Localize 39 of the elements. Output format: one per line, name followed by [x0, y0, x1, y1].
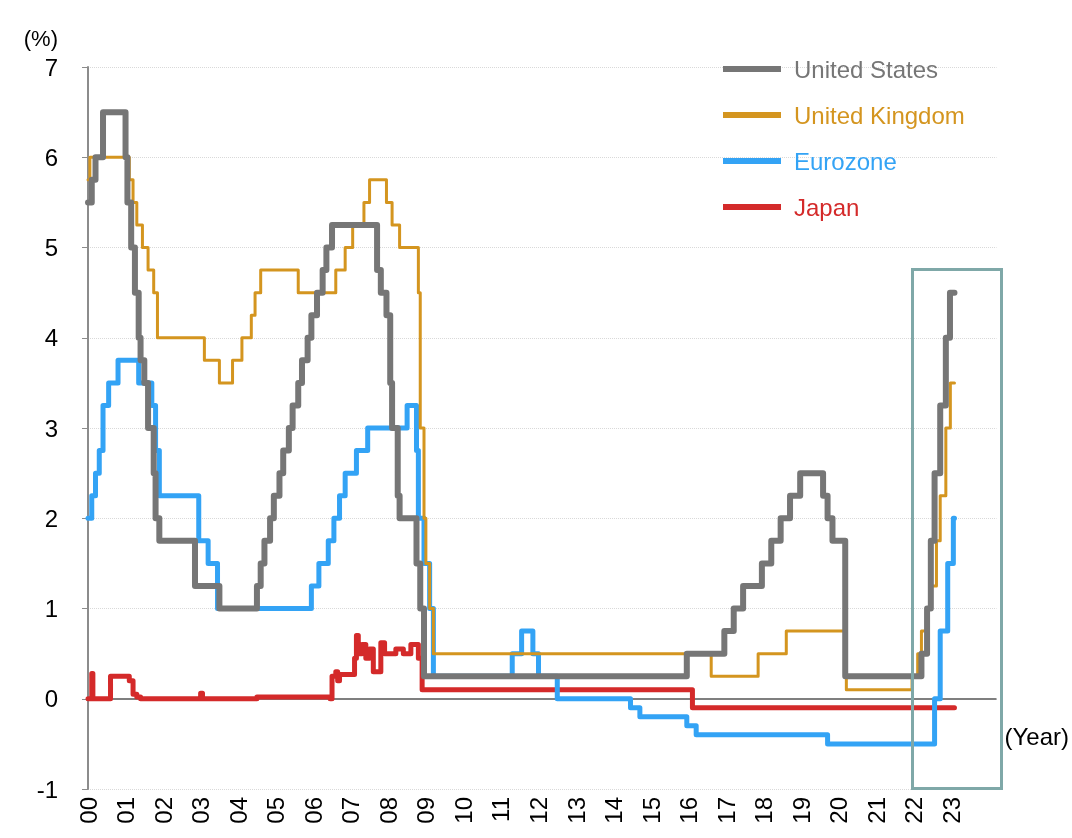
legend-label: Japan — [794, 193, 860, 221]
x-tick-label: 18 — [750, 797, 778, 824]
x-tick-label: 11 — [487, 797, 515, 822]
x-tick-label: 09 — [412, 797, 440, 824]
y-tick-label: 3 — [44, 414, 58, 442]
legend-label: United States — [794, 55, 939, 83]
x-tick-label: 19 — [787, 797, 815, 824]
x-tick-label: 16 — [675, 797, 703, 824]
x-tick-label: 17 — [712, 797, 740, 824]
x-tick-label: 12 — [525, 797, 553, 824]
x-axis-title: (Year) — [1004, 723, 1070, 751]
y-tick-label: 5 — [44, 234, 58, 261]
x-tick-label: 22 — [900, 797, 928, 824]
x-tick-label: 05 — [262, 797, 290, 824]
x-tick-label: 23 — [937, 797, 965, 824]
y-tick-label: 6 — [44, 143, 58, 171]
y-tick-label: 4 — [44, 324, 58, 352]
y-tick-label: 1 — [44, 595, 58, 622]
x-tick-label: 02 — [149, 797, 177, 824]
y-tick-label: 7 — [44, 53, 58, 81]
x-tick-label: 01 — [112, 797, 140, 824]
y-axis-title: (%) — [23, 25, 58, 51]
x-tick-label: 10 — [449, 797, 477, 824]
x-tick-label: 21 — [862, 797, 890, 824]
x-tick-label: 04 — [224, 797, 252, 824]
x-tick-label: 14 — [600, 797, 628, 824]
y-tick-label: -1 — [36, 775, 58, 803]
legend-label: United Kingdom — [794, 101, 965, 129]
x-tick-label: 00 — [74, 797, 102, 824]
y-tick-label: 0 — [44, 685, 58, 713]
x-tick-label: 06 — [299, 797, 327, 824]
x-tick-label: 15 — [637, 797, 665, 824]
x-tick-label: 20 — [825, 797, 853, 824]
x-tick-label: 13 — [562, 797, 590, 824]
legend-label: Eurozone — [794, 147, 897, 175]
x-tick-label: 08 — [374, 797, 402, 824]
x-tick-label: 03 — [187, 797, 215, 824]
y-tick-label: 2 — [44, 504, 58, 532]
x-tick-label: 07 — [337, 797, 365, 824]
